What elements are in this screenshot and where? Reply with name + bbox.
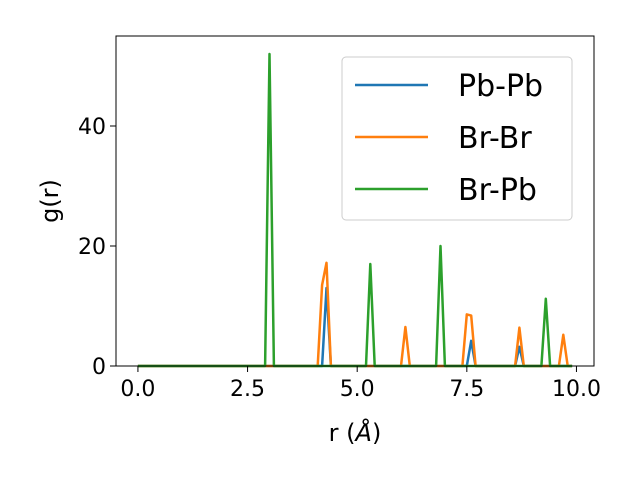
x-tick-label: 5.0 — [340, 377, 375, 402]
plot-frame — [115, 35, 595, 367]
x-tick-label: 10.0 — [552, 377, 601, 402]
y-axis: 0 20 40 — [78, 115, 116, 380]
legend-box — [341, 56, 573, 221]
series-line-pb-pb — [137, 286, 573, 368]
x-axis-label: r (Å) — [329, 418, 382, 447]
x-tick-label: 7.5 — [449, 377, 484, 402]
y-tick-label: 40 — [78, 115, 106, 140]
y-tick-label: 0 — [92, 355, 106, 380]
y-axis-label: g(r) — [36, 179, 64, 223]
x-axis: 0.0 2.5 5.0 7.5 10.0 — [120, 366, 601, 402]
legend-label-br-br: Br-Br — [458, 121, 532, 156]
x-tick-label: 2.5 — [230, 377, 265, 402]
legend-label-pb-pb: Pb-Pb — [458, 69, 543, 104]
legend-label-br-pb: Br-Pb — [458, 173, 537, 208]
y-tick-label: 20 — [78, 235, 106, 260]
x-tick-label: 0.0 — [120, 377, 155, 402]
legend: Pb-Pb Br-Br Br-Pb — [341, 56, 573, 221]
